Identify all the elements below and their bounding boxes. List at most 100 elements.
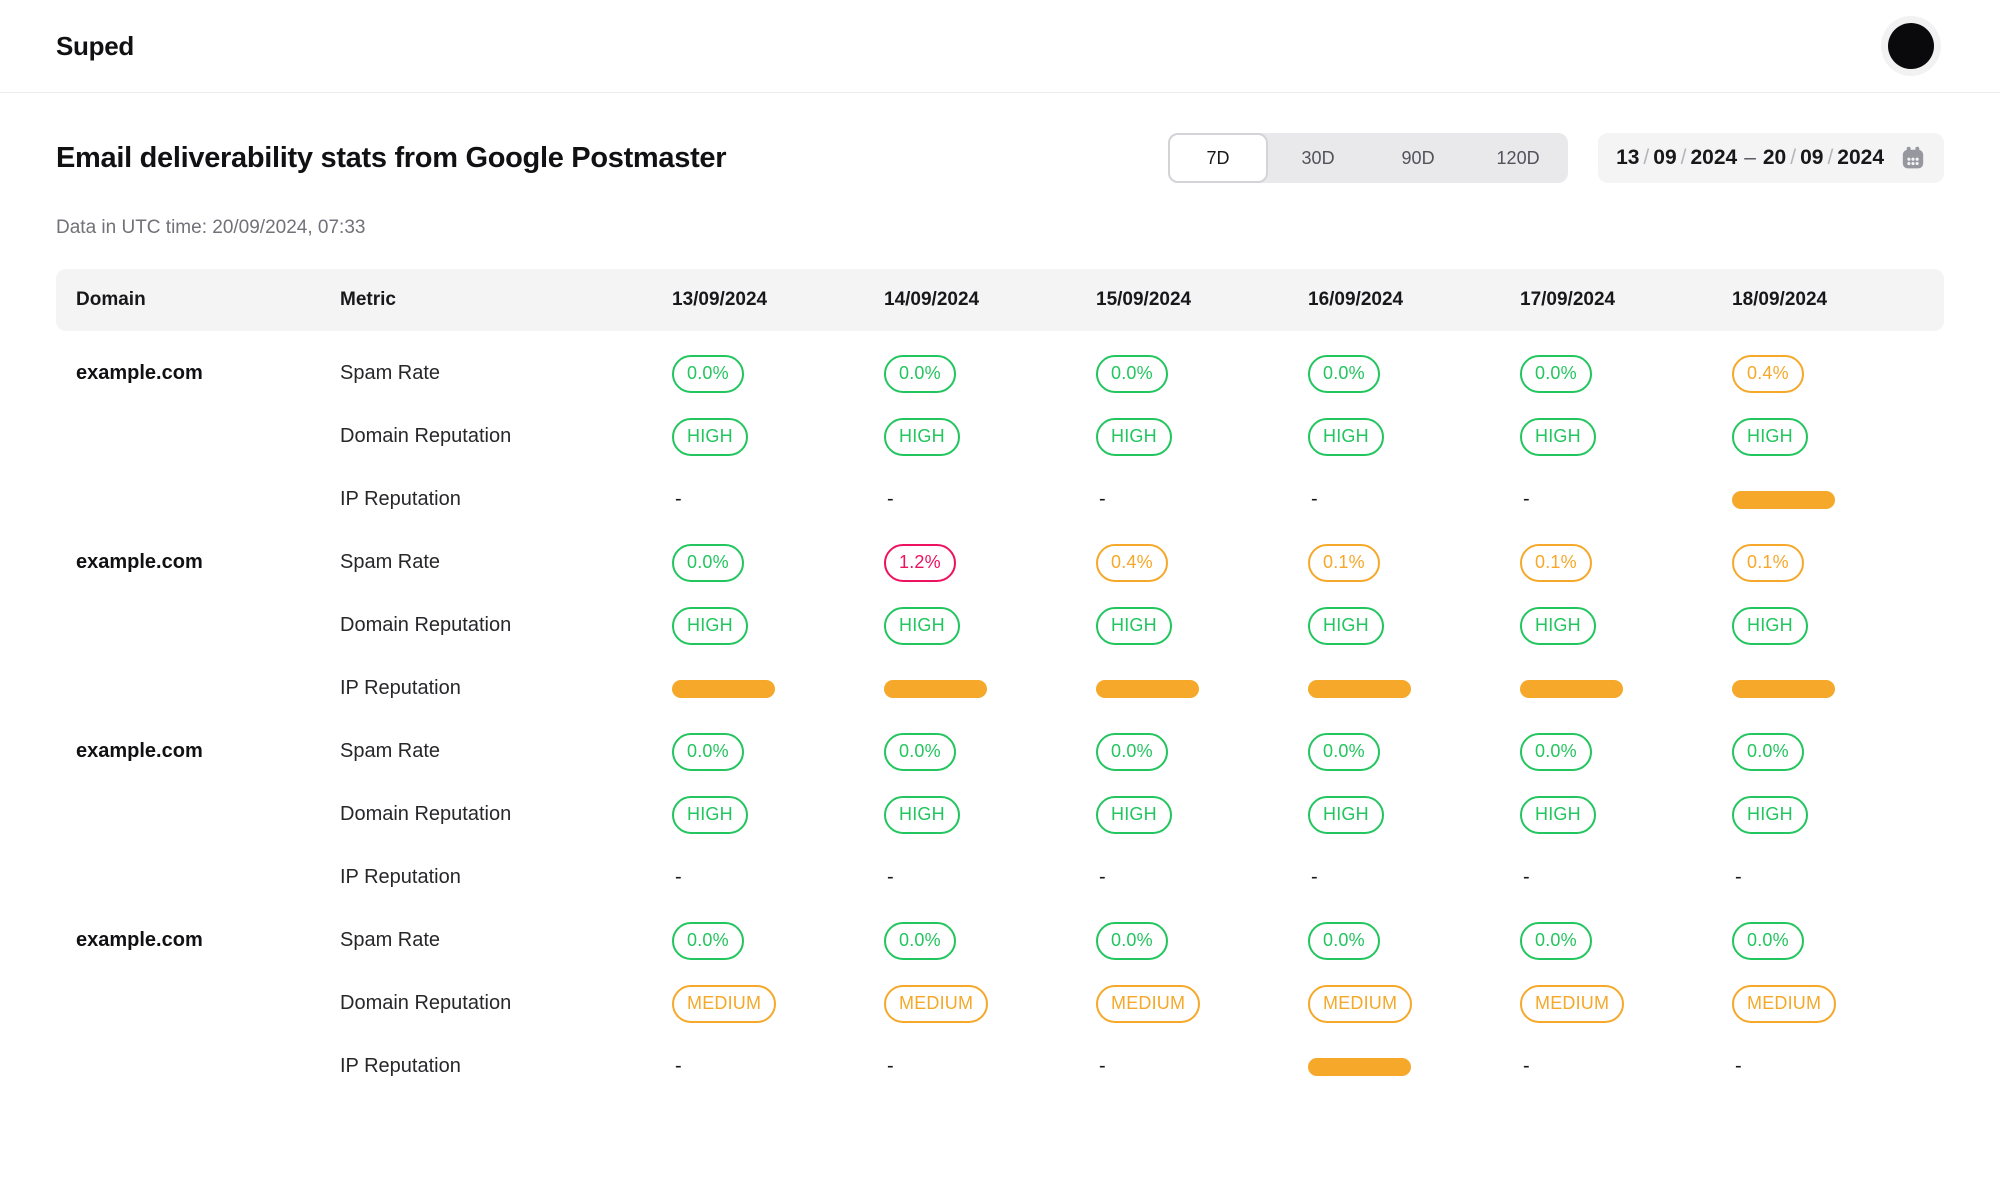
- value-cell: 0.0%: [672, 921, 884, 960]
- status-pill: HIGH: [672, 606, 748, 645]
- reputation-bar: [1732, 679, 1835, 698]
- empty-value: -: [1523, 866, 1530, 888]
- status-pill: HIGH: [1308, 795, 1384, 834]
- value-cell: 0.1%: [1520, 543, 1732, 582]
- empty-value: -: [887, 1055, 894, 1077]
- status-pill: 0.0%: [672, 921, 744, 960]
- column-header: 14/09/2024: [884, 289, 980, 310]
- status-pill: 0.0%: [1096, 354, 1168, 393]
- value-cell: -: [884, 1055, 1096, 1078]
- empty-value: -: [1311, 488, 1318, 510]
- value-cell: 0.0%: [672, 354, 884, 393]
- value-cell: HIGH: [1096, 417, 1308, 456]
- table-row: example.com Spam Rate 0.0% 0.0% 0.0% 0.0% 0.0%…: [56, 909, 1944, 972]
- status-pill: 0.4%: [1096, 543, 1168, 582]
- metric-cell: IP Reputation: [340, 488, 461, 510]
- status-pill: HIGH: [672, 795, 748, 834]
- range-tab-120d[interactable]: 120D: [1468, 133, 1568, 183]
- value-cell: -: [1520, 488, 1732, 511]
- value-cell: [1096, 679, 1308, 698]
- metric-cell: Domain Reputation: [340, 425, 512, 447]
- table-row: Domain Reputation MEDIUM MEDIUM MEDIUM MEDIU…: [56, 972, 1944, 1035]
- table-row: IP Reputation: [56, 657, 1944, 720]
- status-pill: 0.0%: [672, 354, 744, 393]
- value-cell: MEDIUM: [1520, 984, 1732, 1023]
- table-row: IP Reputation - - - - -: [56, 1035, 1944, 1098]
- value-cell: 0.0%: [1096, 921, 1308, 960]
- empty-value: -: [887, 488, 894, 510]
- status-pill: MEDIUM: [1732, 984, 1837, 1023]
- date-separator-slash: /: [1827, 146, 1834, 169]
- status-pill: MEDIUM: [884, 984, 989, 1023]
- date-separator-slash: /: [1680, 146, 1687, 169]
- value-cell: 0.0%: [672, 543, 884, 582]
- value-cell: 0.0%: [1520, 921, 1732, 960]
- value-cell: MEDIUM: [884, 984, 1096, 1023]
- empty-value: -: [1523, 488, 1530, 510]
- range-tab-90d[interactable]: 90D: [1368, 133, 1468, 183]
- column-header: Metric: [340, 289, 396, 310]
- empty-value: -: [1735, 1055, 1742, 1077]
- date-start-year: 2024: [1690, 146, 1738, 169]
- reputation-bar: [1732, 490, 1835, 509]
- column-header: 18/09/2024: [1732, 289, 1828, 310]
- value-cell: [1732, 679, 1944, 698]
- value-cell: 0.0%: [1308, 921, 1520, 960]
- status-pill: HIGH: [1520, 606, 1596, 645]
- value-cell: 0.0%: [1308, 732, 1520, 771]
- value-cell: 0.1%: [1732, 543, 1944, 582]
- value-cell: -: [884, 866, 1096, 889]
- table-row: Domain Reputation HIGH HIGH HIGH HIGH HIGH HIG…: [56, 405, 1944, 468]
- status-pill: HIGH: [1520, 795, 1596, 834]
- value-cell: [1732, 490, 1944, 509]
- status-pill: HIGH: [884, 417, 960, 456]
- column-header: Domain: [76, 289, 146, 310]
- avatar[interactable]: [1888, 23, 1934, 69]
- status-pill: HIGH: [1732, 417, 1808, 456]
- calendar-icon[interactable]: [1898, 145, 1928, 171]
- column-header: 15/09/2024: [1096, 289, 1192, 310]
- status-pill: 0.1%: [1308, 543, 1380, 582]
- status-pill: 0.0%: [1520, 921, 1592, 960]
- domain-cell: example.com: [76, 740, 203, 762]
- status-pill: MEDIUM: [1308, 984, 1413, 1023]
- status-pill: HIGH: [1308, 417, 1384, 456]
- range-tab-7d[interactable]: 7D: [1168, 133, 1269, 183]
- date-range-picker[interactable]: 13 / 09 / 2024 – 20 / 09 / 2024: [1598, 133, 1944, 183]
- table-row: IP Reputation - - - - - -: [56, 846, 1944, 909]
- range-tab-30d[interactable]: 30D: [1268, 133, 1368, 183]
- value-cell: -: [672, 866, 884, 889]
- table-header: Domain Metric 13/09/2024 14/09/2024 15/09/20…: [56, 269, 1944, 331]
- status-pill: 1.2%: [884, 543, 956, 582]
- value-cell: 0.0%: [1308, 354, 1520, 393]
- status-pill: 0.1%: [1732, 543, 1804, 582]
- table-row: example.com Spam Rate 0.0% 1.2% 0.4% 0.1% 0.1%…: [56, 531, 1944, 594]
- metric-cell: Spam Rate: [340, 362, 441, 384]
- value-cell: 0.4%: [1732, 354, 1944, 393]
- status-pill: HIGH: [884, 606, 960, 645]
- table-body: example.com Spam Rate 0.0% 0.0% 0.0% 0.0% 0.0%…: [56, 342, 1944, 1098]
- value-cell: -: [1732, 866, 1944, 889]
- reputation-bar: [1520, 679, 1623, 698]
- status-pill: 0.0%: [884, 354, 956, 393]
- status-pill: 0.0%: [1096, 921, 1168, 960]
- value-cell: HIGH: [672, 606, 884, 645]
- value-cell: MEDIUM: [672, 984, 884, 1023]
- table-row: Domain Reputation HIGH HIGH HIGH HIGH HIGH HIG…: [56, 594, 1944, 657]
- value-cell: HIGH: [1096, 795, 1308, 834]
- value-cell: 0.0%: [1520, 354, 1732, 393]
- reputation-bar: [884, 679, 987, 698]
- date-end-month: 09: [1800, 146, 1824, 169]
- date-range-dash: –: [1744, 146, 1756, 169]
- value-cell: MEDIUM: [1732, 984, 1944, 1023]
- status-pill: 0.0%: [1520, 354, 1592, 393]
- brand-logo[interactable]: Suped: [56, 30, 134, 61]
- date-start-month: 09: [1653, 146, 1677, 169]
- status-pill: HIGH: [1096, 795, 1172, 834]
- value-cell: HIGH: [1308, 417, 1520, 456]
- status-pill: MEDIUM: [672, 984, 777, 1023]
- status-pill: 0.1%: [1520, 543, 1592, 582]
- value-cell: 0.4%: [1096, 543, 1308, 582]
- top-bar: Suped: [0, 0, 2000, 93]
- reputation-bar: [1308, 679, 1411, 698]
